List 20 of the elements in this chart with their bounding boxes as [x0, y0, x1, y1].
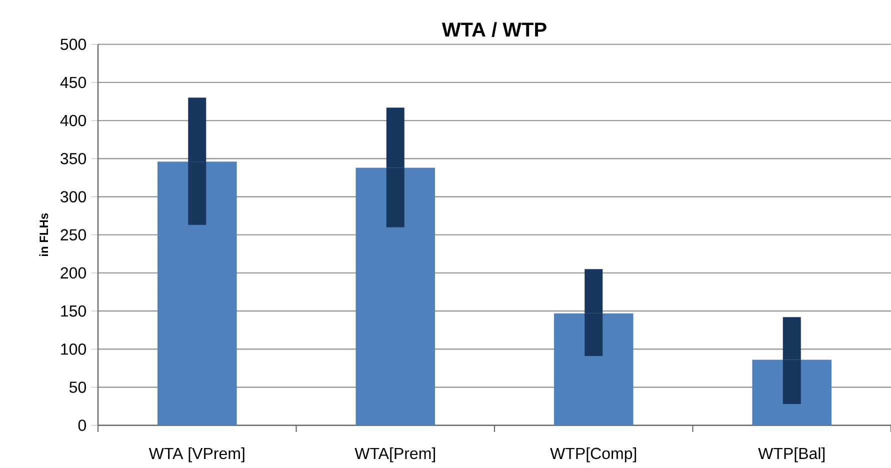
x-tick-label: WTP[Comp]: [550, 447, 636, 462]
y-tick-label: 400: [60, 114, 86, 126]
x-tick-label: WTA [VPrem]: [148, 447, 244, 462]
y-tick-label: 150: [61, 305, 86, 317]
bar: [356, 168, 436, 426]
y-tick-label: 100: [61, 343, 86, 355]
y-tick-label: 450: [60, 76, 86, 88]
y-axis-title: in FLHs: [39, 213, 48, 256]
x-tick-label: WTA[Prem]: [354, 447, 435, 462]
bar: [554, 313, 634, 426]
y-tick-label: 200: [60, 267, 86, 279]
y-tick-label: 250: [60, 229, 86, 240]
y-tick-label: 500: [60, 38, 86, 50]
y-tick-label: 350: [60, 152, 86, 164]
y-tick-label: 0: [78, 420, 86, 431]
chart-title: WTA / WTP: [442, 22, 546, 37]
y-tick-label: 300: [60, 191, 86, 202]
bar: [157, 162, 237, 426]
x-tick-label: WTP[Bal]: [758, 447, 825, 462]
y-tick-label: 50: [69, 382, 86, 393]
